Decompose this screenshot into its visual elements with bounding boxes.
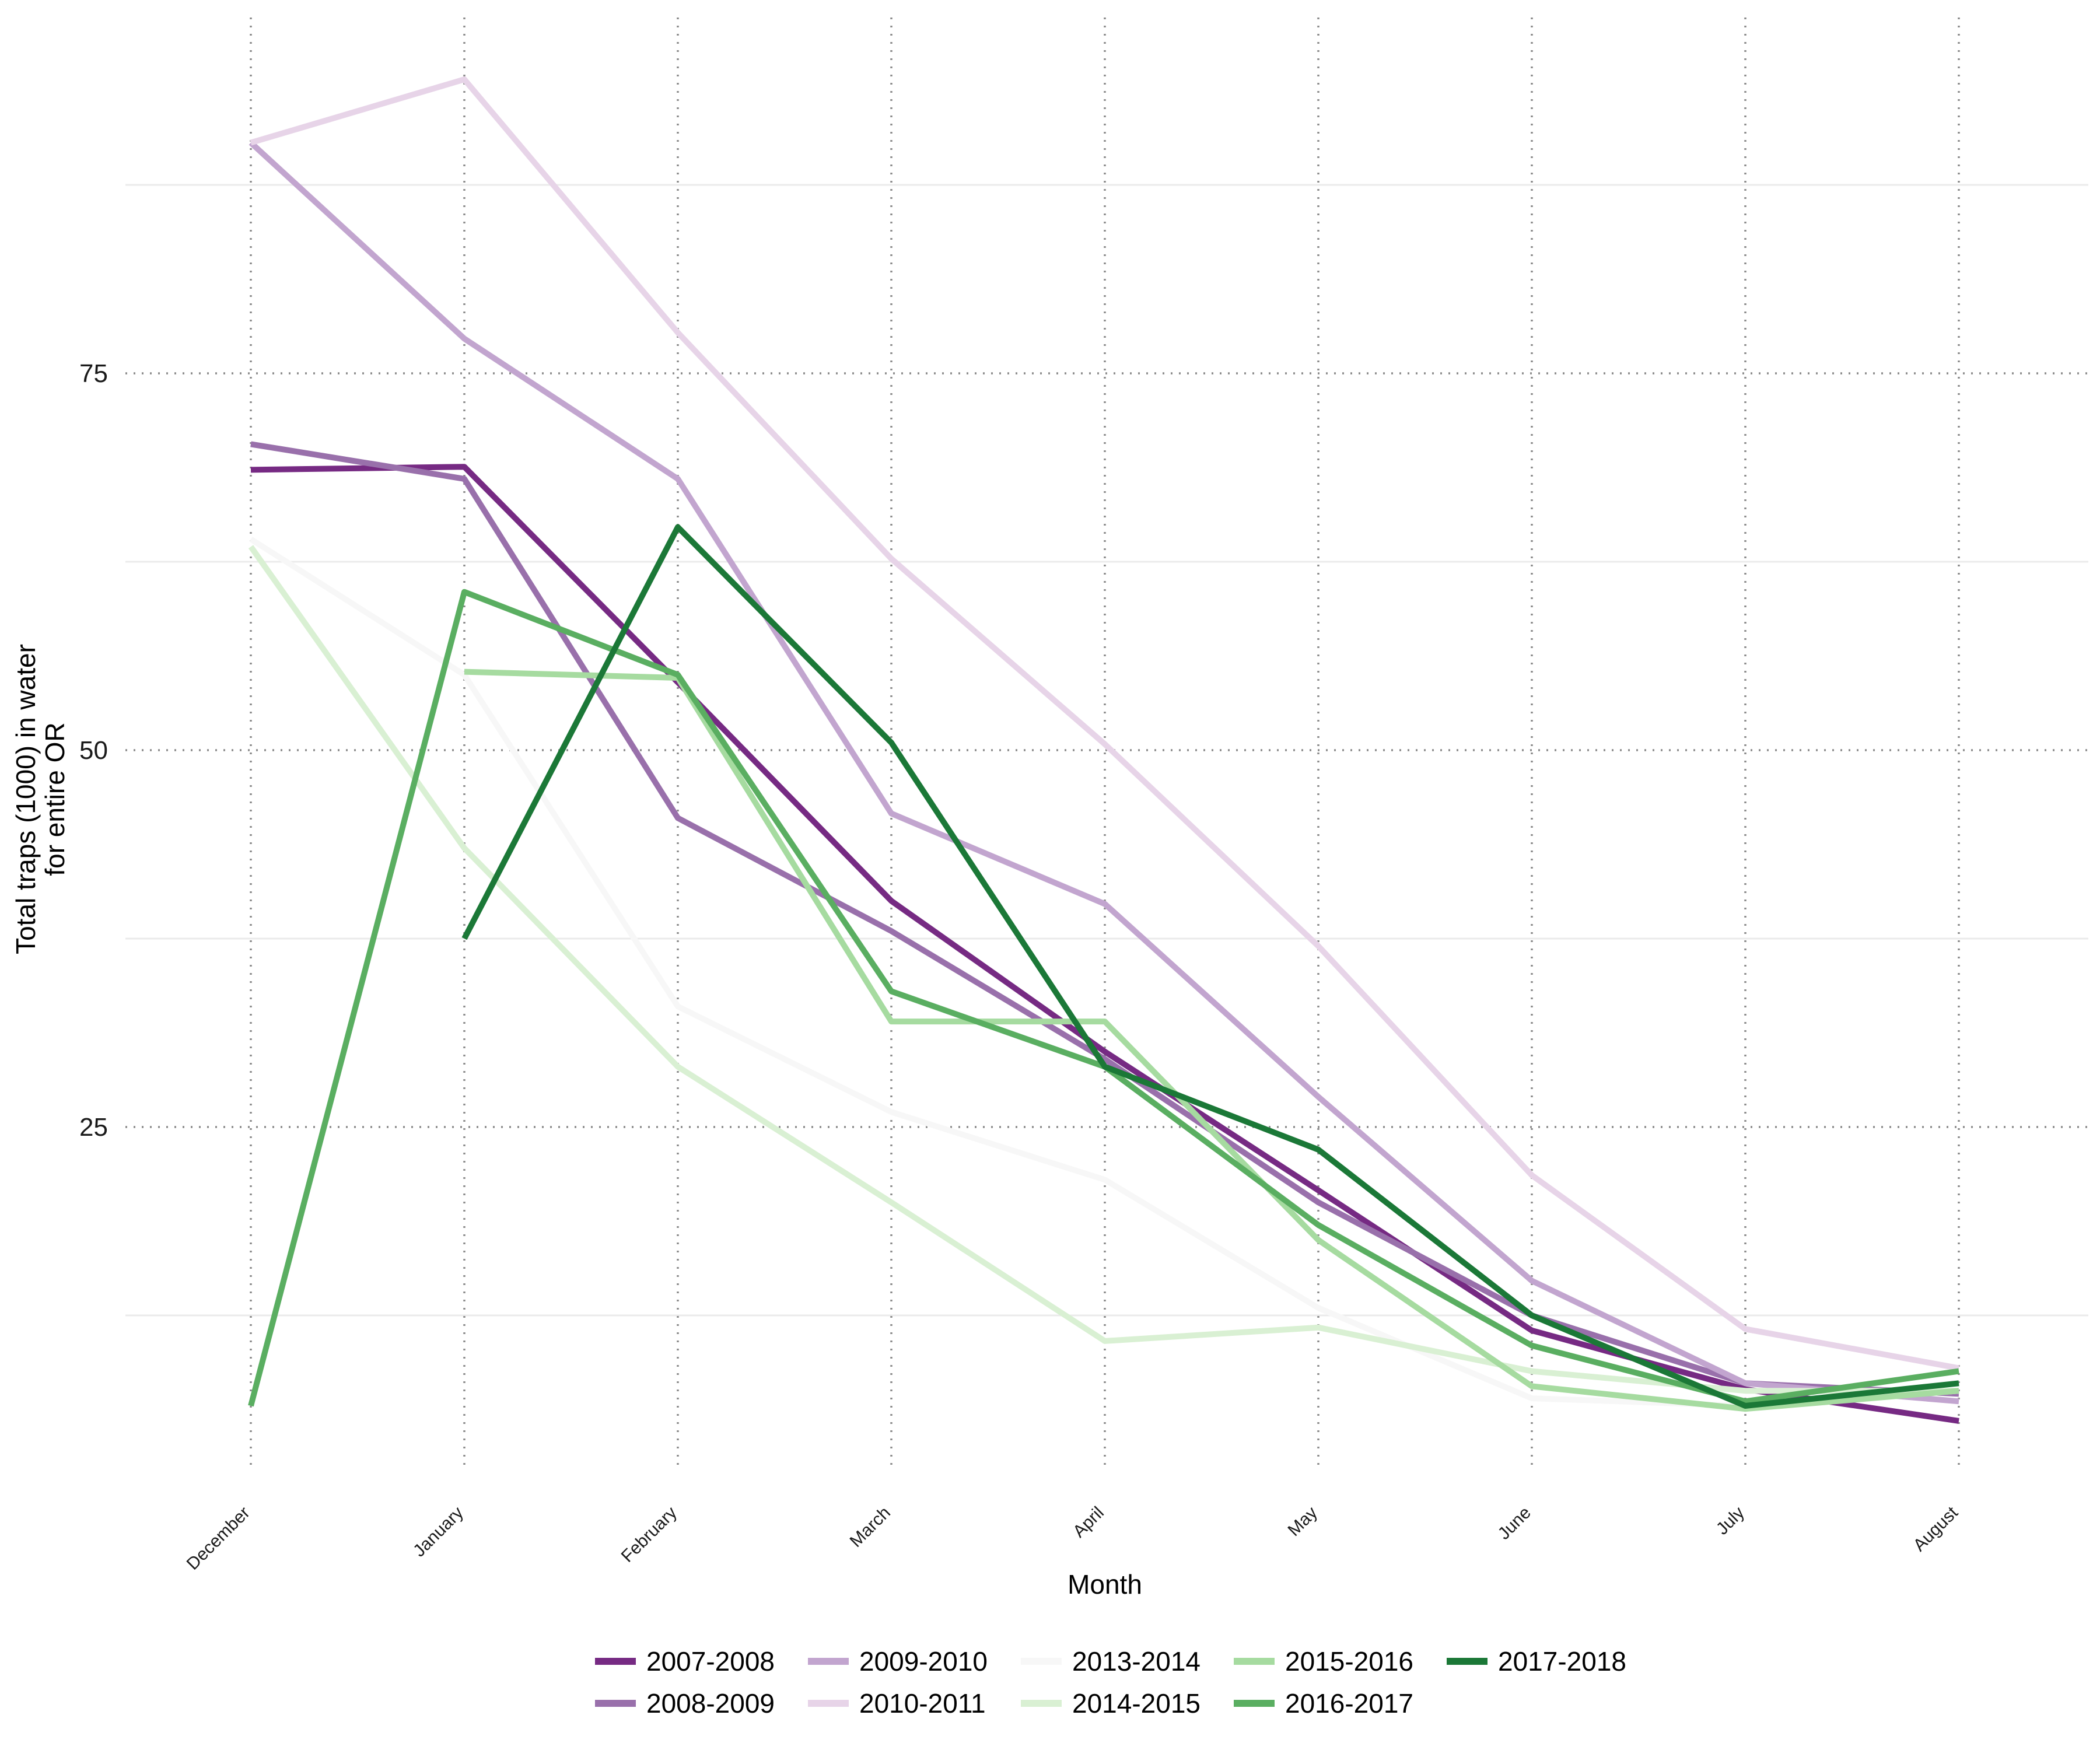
legend-label: 2009-2010 [859, 1646, 988, 1676]
series-line-2015-2016 [464, 668, 1959, 1412]
legend-label: 2013-2014 [1072, 1646, 1200, 1676]
y-axis-title: Total traps (1000) in waterfor entire OR [10, 644, 70, 954]
legend: 2007-2008 2008-2009 2009-2010 2010-2011 2013… [595, 1646, 1626, 1718]
legend-label: 2008-2009 [646, 1688, 775, 1718]
y-axis-title-line: Total traps (1000) in water [10, 644, 41, 954]
legend-item: 2008-2009 [595, 1688, 775, 1718]
x-tick-label: December [183, 1503, 254, 1574]
x-tick-label: March [846, 1503, 894, 1551]
legend-item: 2014-2015 [1021, 1688, 1200, 1718]
grid [125, 18, 2088, 1470]
series-line-2010-2011 [250, 76, 1959, 1371]
y-axis-ticks: 25 50 75 [79, 359, 108, 1142]
series-line-2017-2018 [461, 524, 1959, 1409]
legend-item: 2013-2014 [1021, 1646, 1200, 1676]
legend-item: 2010-2011 [808, 1688, 986, 1718]
y-tick-label: 75 [79, 359, 108, 388]
x-tick-label: February [618, 1503, 681, 1566]
legend-item: 2009-2010 [808, 1646, 988, 1676]
legend-label: 2007-2008 [646, 1646, 775, 1676]
legend-label: 2014-2015 [1072, 1688, 1200, 1718]
legend-label: 2016-2017 [1285, 1688, 1413, 1718]
legend-label: 2010-2011 [859, 1688, 986, 1718]
x-axis-title: Month [1068, 1569, 1142, 1600]
series-layer [248, 76, 1959, 1424]
series-line-2008-2009 [250, 441, 1959, 1397]
series-line-2009-2010 [249, 140, 1959, 1405]
series-line-2007-2008 [250, 464, 1959, 1424]
legend-item: 2017-2018 [1447, 1646, 1626, 1676]
legend-label: 2017-2018 [1498, 1646, 1626, 1676]
legend-item: 2007-2008 [595, 1646, 775, 1676]
y-axis-title-line: for entire OR [40, 722, 70, 876]
x-axis-ticks: December January February March April May June… [183, 1503, 1962, 1574]
x-tick-label: June [1494, 1503, 1535, 1544]
x-tick-label: April [1069, 1503, 1108, 1542]
legend-label: 2015-2016 [1285, 1646, 1413, 1676]
x-tick-label: July [1713, 1503, 1748, 1539]
x-tick-label: January [410, 1503, 467, 1561]
legend-item: 2015-2016 [1234, 1646, 1413, 1676]
y-tick-label: 50 [79, 736, 108, 765]
y-tick-label: 25 [79, 1113, 108, 1142]
x-tick-label: May [1284, 1503, 1321, 1540]
x-tick-label: August [1910, 1503, 1962, 1555]
legend-item: 2016-2017 [1234, 1688, 1413, 1718]
